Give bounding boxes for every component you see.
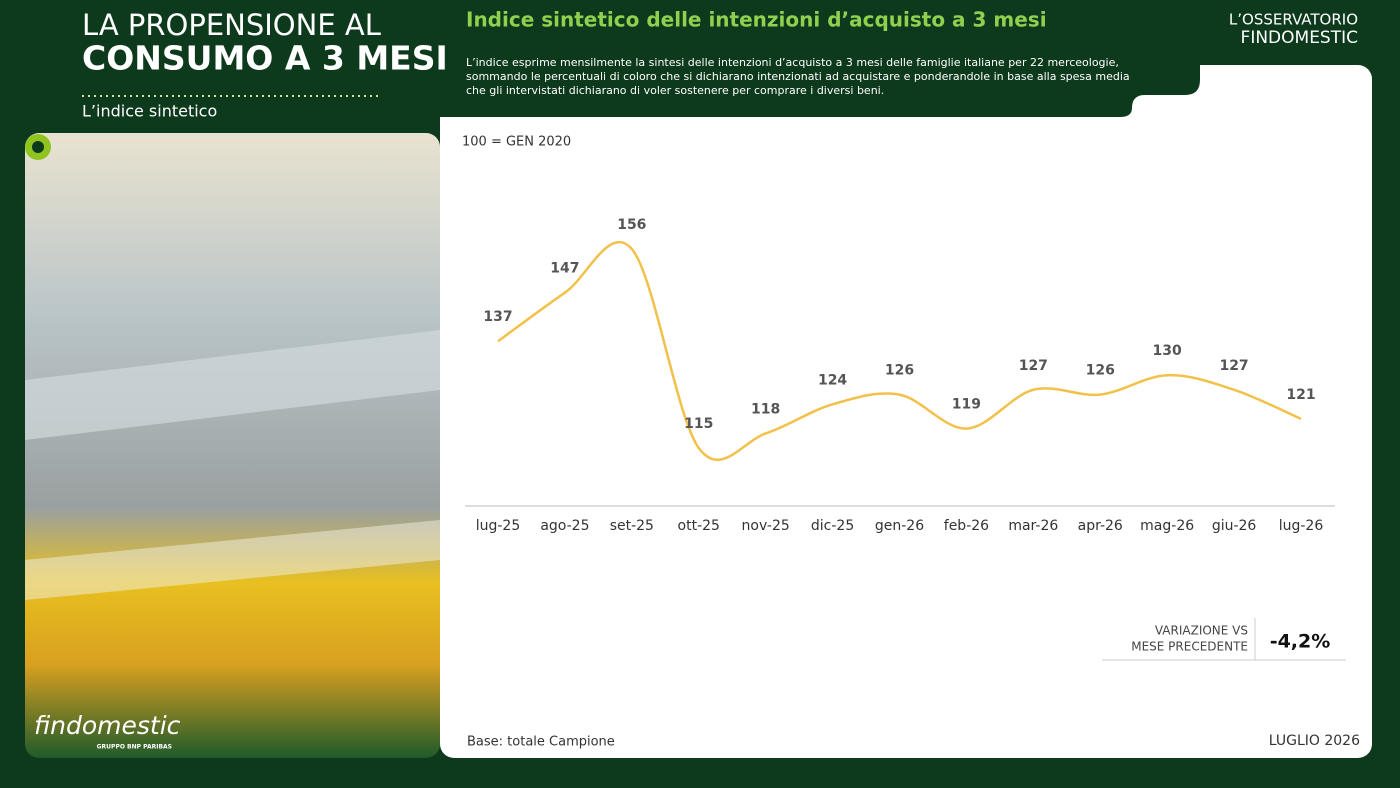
header-title: LA PROPENSIONE AL — [82, 8, 381, 42]
variation-value: -4,2% — [1270, 631, 1331, 653]
description: L’indice esprime mensilmente la sintesi … — [466, 56, 1119, 69]
variation-label: VARIAZIONE VS — [1155, 624, 1248, 638]
photo-escalator — [25, 330, 440, 440]
x-tick-label: feb-26 — [944, 518, 989, 534]
photo-floor — [25, 520, 440, 600]
x-tick-label: lug-25 — [476, 518, 521, 534]
data-label: 147 — [550, 261, 579, 277]
annotation: 100 = GEN 2020 — [462, 135, 571, 150]
x-tick-label: ago-25 — [540, 518, 589, 534]
x-tick-label: set-25 — [610, 518, 654, 534]
x-tick-label: apr-26 — [1078, 518, 1123, 534]
line — [497, 240, 1302, 462]
data-label: 121 — [1286, 387, 1315, 403]
x-tick-label: lug-26 — [1279, 518, 1324, 534]
header-subtitle: L’indice sintetico — [82, 102, 217, 121]
x-tick-label: ott-25 — [678, 518, 720, 534]
data-label: 130 — [1153, 343, 1182, 359]
panel — [440, 65, 1372, 758]
photo-icon-inner — [32, 141, 44, 153]
x-tick-label: nov-25 — [742, 518, 790, 534]
x-tick-label: giu-26 — [1212, 518, 1257, 534]
header-title: CONSUMO A 3 MESI — [82, 39, 448, 78]
data-label: 126 — [885, 363, 914, 379]
logo-text: L’OSSERVATORIO — [1229, 11, 1358, 29]
x-tick-label: mar-26 — [1008, 518, 1058, 534]
logo-text: FINDOMESTIC — [1241, 28, 1358, 48]
description: sommando le percentuali di coloro che si… — [466, 70, 1130, 83]
footer-date: LUGLIO 2026 — [1269, 733, 1360, 749]
data-label: 127 — [1019, 358, 1048, 374]
brand-name: findomestic — [34, 711, 181, 740]
data-label: 127 — [1219, 358, 1248, 374]
variation-label: MESE PRECEDENTE — [1131, 640, 1248, 654]
x-tick-label: mag-26 — [1140, 518, 1194, 534]
x-tick-label: gen-26 — [875, 518, 924, 534]
footer-base: Base: totale Campione — [467, 735, 615, 750]
x-tick-label: dic-25 — [811, 518, 854, 534]
data-label: 126 — [1086, 363, 1115, 379]
brand-group: GRUPPO BNP PARIBAS — [97, 744, 172, 751]
data-label: 119 — [952, 397, 981, 413]
data-label: 124 — [818, 372, 847, 388]
description: che gli intervistati dichiarano di voler… — [466, 84, 884, 97]
data-label: 156 — [617, 217, 646, 233]
title-tab — [440, 0, 1200, 117]
data-label: 115 — [684, 416, 713, 432]
data-label: 118 — [751, 401, 780, 417]
chart-title: Indice sintetico delle intenzioni d’acqu… — [466, 8, 1047, 32]
data-label: 137 — [483, 309, 512, 325]
photo — [25, 133, 440, 758]
